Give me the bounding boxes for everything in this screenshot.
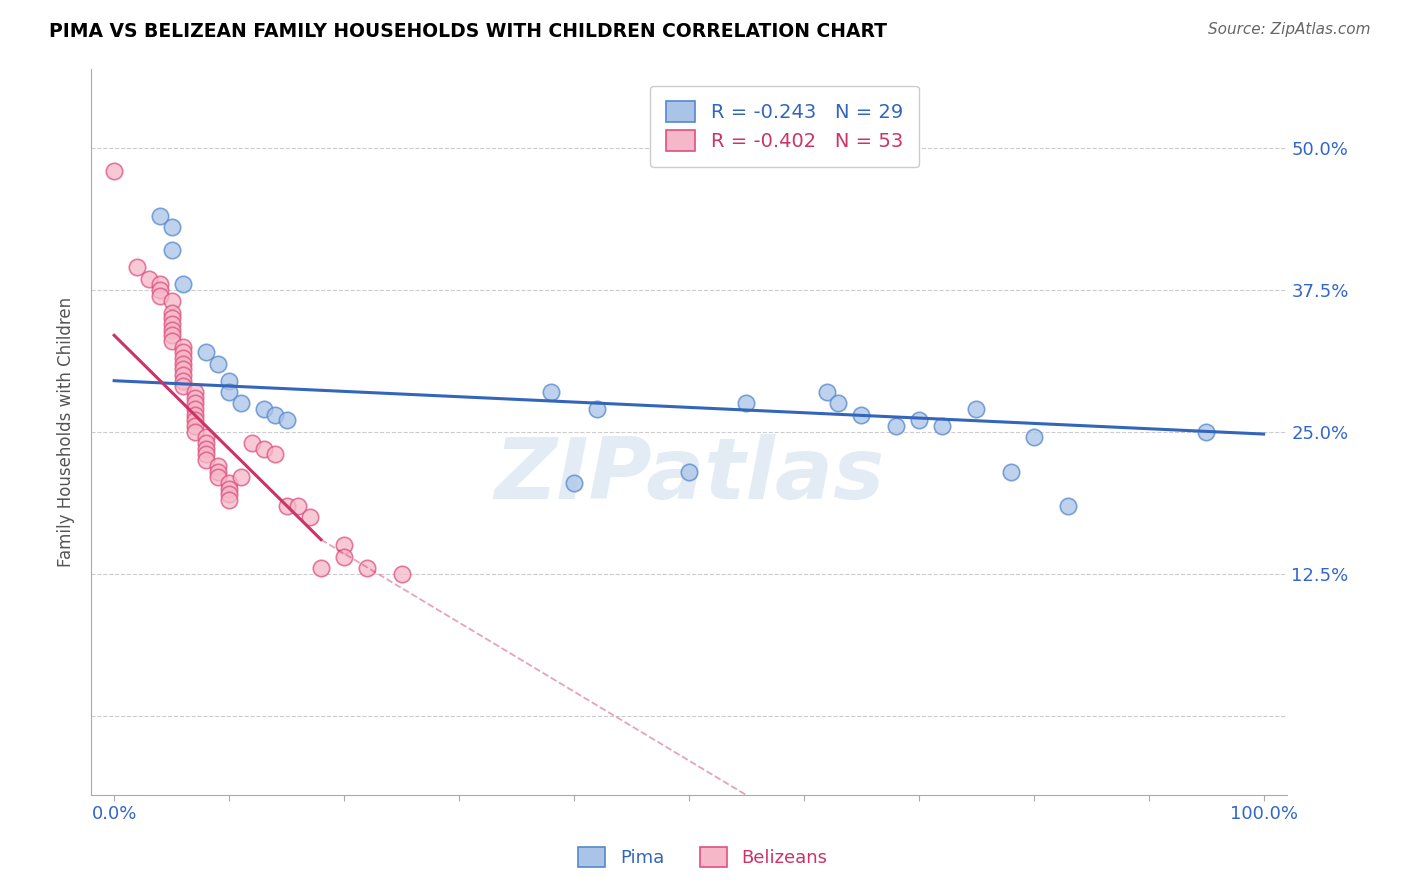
Point [127,260,149,275]
Point [160,243,183,257]
Point [183,425,205,439]
Point [172,351,194,365]
Point [586,402,609,417]
Point [678,465,700,479]
Point [218,374,240,388]
Point [815,385,838,400]
Point [309,561,332,575]
Point [183,413,205,427]
Point [195,345,218,359]
Point [172,362,194,376]
Point [172,379,194,393]
Text: PIMA VS BELIZEAN FAMILY HOUSEHOLDS WITH CHILDREN CORRELATION CHART: PIMA VS BELIZEAN FAMILY HOUSEHOLDS WITH … [49,22,887,41]
Point [1000,465,1022,479]
Point [252,402,274,417]
Point [183,396,205,410]
Point [229,470,252,484]
Point [884,419,907,434]
Point [333,549,356,564]
Point [183,402,205,417]
Point [149,209,172,223]
Point [160,334,183,348]
Point [149,277,172,292]
Legend: R = -0.243   N = 29, R = -0.402   N = 53: R = -0.243 N = 29, R = -0.402 N = 53 [651,86,918,167]
Point [907,413,929,427]
Legend: Pima, Belizeans: Pima, Belizeans [571,839,835,874]
Point [195,430,218,444]
Point [207,470,229,484]
Point [160,328,183,343]
Point [218,487,240,501]
Point [218,385,240,400]
Point [240,436,263,450]
Point [264,408,287,422]
Point [229,396,252,410]
Point [965,402,987,417]
Y-axis label: Family Households with Children: Family Households with Children [58,297,75,566]
Point [276,413,298,427]
Point [298,510,321,524]
Point [195,453,218,467]
Point [827,396,849,410]
Point [218,482,240,496]
Point [172,368,194,382]
Point [195,448,218,462]
Point [264,448,287,462]
Point [183,385,205,400]
Point [183,391,205,405]
Point [1195,425,1218,439]
Point [103,163,125,178]
Text: Source: ZipAtlas.com: Source: ZipAtlas.com [1208,22,1371,37]
Point [138,271,160,285]
Point [540,385,562,400]
Point [287,499,309,513]
Point [207,357,229,371]
Point [195,436,218,450]
Point [149,288,172,302]
Point [195,442,218,456]
Point [276,499,298,513]
Point [391,566,413,581]
Point [1022,430,1045,444]
Point [252,442,274,456]
Point [160,294,183,309]
Point [183,419,205,434]
Point [218,492,240,507]
Point [172,277,194,292]
Point [160,323,183,337]
Point [333,538,356,552]
Point [149,283,172,297]
Point [172,340,194,354]
Point [562,475,585,490]
Point [851,408,873,422]
Point [735,396,758,410]
Point [207,458,229,473]
Point [160,305,183,319]
Point [183,408,205,422]
Point [851,136,873,150]
Point [207,465,229,479]
Point [160,311,183,326]
Point [172,345,194,359]
Point [160,220,183,235]
Point [356,561,378,575]
Point [931,419,953,434]
Point [172,374,194,388]
Point [172,357,194,371]
Point [160,317,183,331]
Point [218,475,240,490]
Text: ZIPatlas: ZIPatlas [494,434,884,516]
Point [1057,499,1080,513]
